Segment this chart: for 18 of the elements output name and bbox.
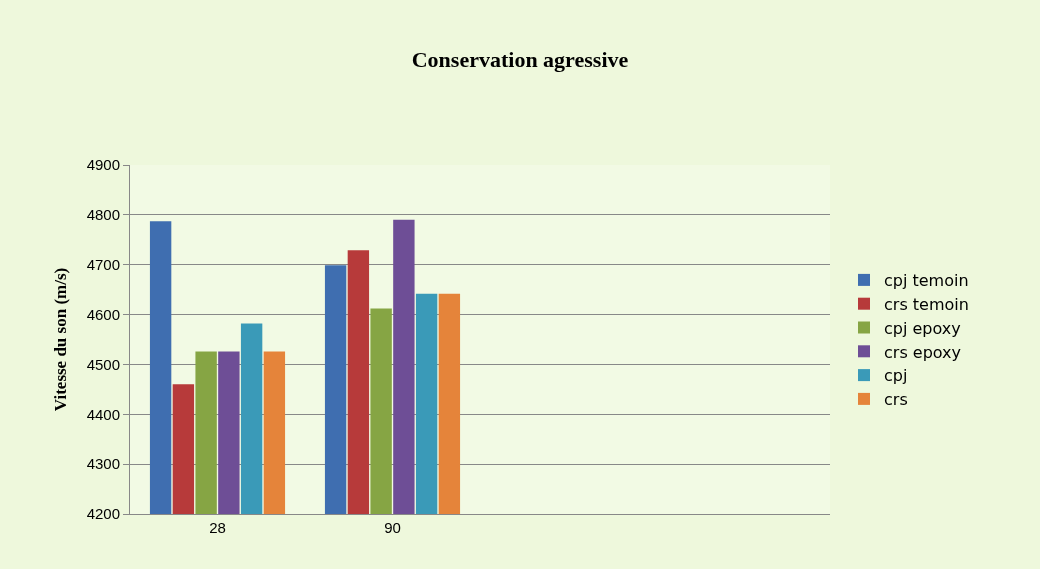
y-axis-title: Vitesse du son (m/s) (51, 267, 71, 412)
y-tick-label: 4600 (86, 305, 120, 323)
chart-title: Conservation agressive (411, 46, 629, 72)
x-tick-label: 90 (384, 519, 401, 536)
legend-label: crs (884, 390, 908, 410)
y-tick-label: 4500 (86, 355, 120, 373)
y-tick-label: 4700 (86, 255, 120, 273)
legend-label: crs temoin (884, 294, 969, 314)
y-tick-label: 4200 (86, 505, 120, 523)
y-tick-label: 4300 (86, 455, 120, 473)
x-tick-label: 28 (209, 519, 226, 536)
legend-label: crs epoxy (884, 342, 962, 362)
legend-label: cpj (884, 366, 908, 386)
y-tick-label: 4900 (86, 156, 120, 174)
legend-label: cpj epoxy (884, 318, 961, 338)
y-tick-label: 4400 (86, 405, 120, 423)
legend-label: cpj temoin (884, 271, 969, 291)
y-tick-label: 4800 (86, 206, 120, 224)
